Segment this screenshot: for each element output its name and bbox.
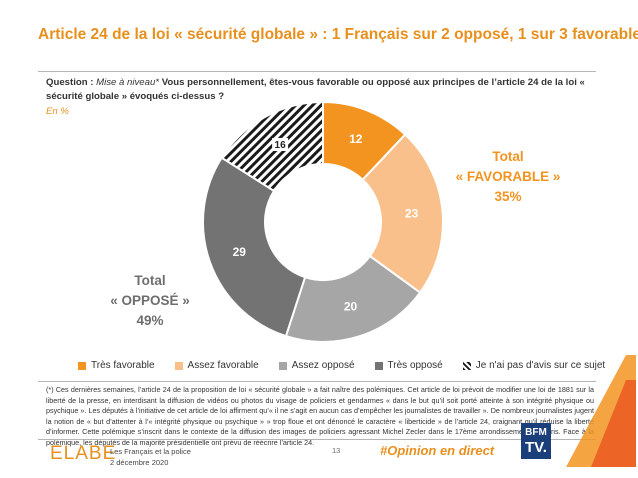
legend-label-4: Très opposé [387,360,443,371]
legend-item-1: Très favorable [78,360,155,371]
legend-swatch-5 [462,361,471,370]
legend-item-4: Très opposé [374,360,443,371]
legend-swatch-3 [278,361,287,370]
total-favorable-value: 35% [494,189,522,204]
question-italic: Mise à niveau* [96,77,160,88]
question-label: Question : [46,77,94,88]
donut-slice-4 [202,156,307,338]
legend-item-2: Assez favorable [174,360,259,371]
page-title: Article 24 de la loi « sécurité globale … [38,26,638,43]
legend-label-3: Assez opposé [291,360,355,371]
study-meta: Les Français et la police 2 décembre 202… [110,446,191,468]
unit-label: En % [46,106,69,117]
total-oppose-line2: « OPPOSÉ » [110,293,190,308]
total-favorable-line2: « FAVORABLE » [455,169,561,184]
donut-label-background [272,138,289,152]
legend-label-5: Je n'ai pas d'avis sur ce sujet [475,360,606,371]
legend-swatch-1 [78,361,86,370]
donut-value-label-1: 12 [349,132,363,146]
study-name: Les Français et la police [110,447,191,456]
legend-swatch-4 [374,361,383,370]
donut-slice-2 [361,133,444,294]
footer-divider [38,439,596,440]
donut-value-label-4: 29 [233,245,247,259]
elabe-logo: ELABE [50,443,117,464]
total-oppose-value: 49% [136,313,164,328]
donut-value-label-3: 20 [344,300,358,314]
total-oppose: Total « OPPOSÉ » 49% [100,271,200,331]
donut-slice-3 [284,254,422,343]
legend-swatch-2 [174,361,183,370]
question-text: Question : Mise à niveau* Vous personnel… [46,76,596,104]
legend-item-3: Assez opposé [278,360,355,371]
question-body: Vous personnellement, êtes-vous favorabl… [46,77,585,102]
total-favorable: Total « FAVORABLE » 35% [448,147,568,207]
chart-legend: Très favorable Assez favorable Assez oppos… [78,360,625,371]
bfm-logo-line2: TV. [525,439,547,456]
opinion-hashtag: #Opinion en direct [380,443,495,458]
page-number: 13 [332,446,341,455]
total-favorable-line1: Total [492,149,524,164]
note-divider [38,381,596,382]
legend-label-1: Très favorable [91,360,155,371]
legend-label-2: Assez favorable [187,360,259,371]
bfmtv-logo: BFM TV. [521,423,551,459]
donut-value-label-2: 23 [405,207,419,221]
study-date: 2 décembre 2020 [110,458,169,467]
bfm-logo-line1: BFM [525,427,547,438]
title-divider [38,71,596,72]
elabe-triangle-graphic [566,355,636,467]
legend-item-5: Je n'ai pas d'avis sur ce sujet [462,360,606,371]
footnote: (*) Ces dernières semaines, l’article 24… [46,385,594,447]
donut-value-label-5: 16 [275,140,287,151]
total-oppose-line1: Total [134,273,166,288]
